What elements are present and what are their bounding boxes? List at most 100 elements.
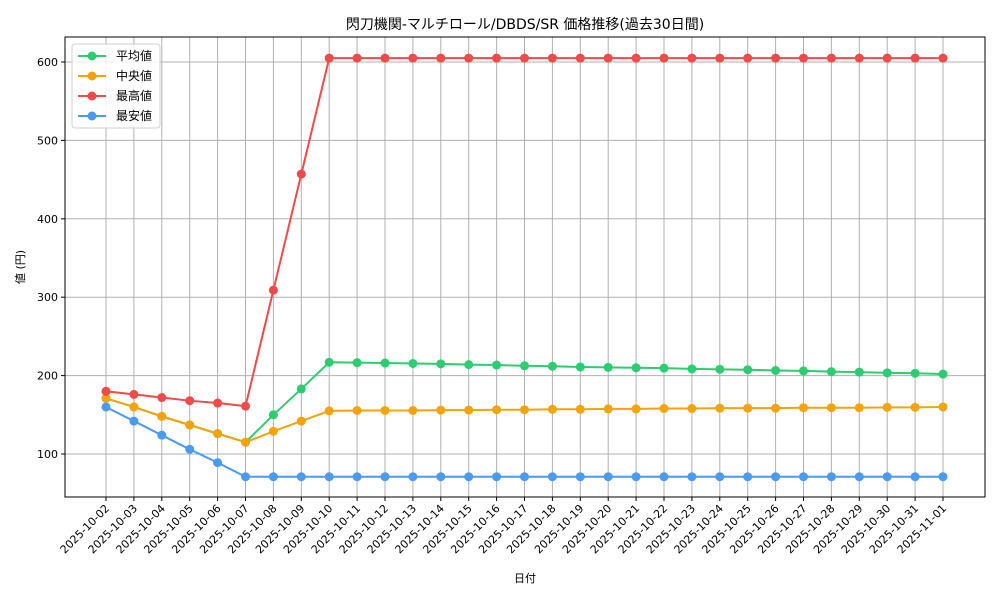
data-point — [520, 405, 529, 415]
data-point — [603, 404, 613, 414]
y-tick-label: 400 — [37, 213, 58, 226]
legend-marker-icon — [87, 71, 97, 81]
data-point — [464, 472, 474, 482]
data-point — [826, 403, 836, 413]
data-point — [659, 53, 669, 63]
data-point — [324, 472, 334, 482]
data-point — [324, 357, 334, 367]
data-point — [296, 384, 306, 394]
data-point — [268, 472, 278, 482]
legend-marker-icon — [87, 91, 97, 101]
x-axis-ticks: 2025-10-022025-10-032025-10-042025-10-05… — [58, 497, 949, 556]
data-point — [938, 402, 948, 412]
data-point — [520, 361, 529, 371]
data-point — [799, 472, 808, 482]
data-point — [799, 403, 808, 413]
data-point — [492, 472, 502, 482]
data-point — [464, 53, 474, 63]
data-point — [938, 472, 948, 482]
data-point — [687, 404, 697, 414]
data-point — [854, 367, 864, 377]
data-point — [129, 416, 139, 426]
data-point — [296, 472, 306, 482]
data-point — [464, 360, 474, 370]
data-point — [938, 53, 948, 63]
data-point — [436, 472, 446, 482]
data-point — [380, 358, 390, 368]
data-point — [547, 53, 557, 63]
data-point — [771, 403, 781, 413]
data-point — [799, 366, 808, 376]
data-point — [436, 405, 446, 415]
data-point — [631, 53, 641, 63]
y-axis-ticks: 100 200 300 400 500 600 — [37, 56, 65, 461]
data-point — [603, 472, 613, 482]
data-point — [436, 53, 446, 63]
data-point — [157, 430, 167, 440]
data-point — [185, 396, 195, 406]
data-point — [268, 426, 278, 436]
chart-title: 閃刀機関-マルチロール/DBDS/SR 価格推移(過去30日間) — [346, 17, 704, 33]
data-point — [547, 404, 557, 414]
data-point — [631, 363, 641, 373]
data-point — [241, 401, 250, 411]
series-3 — [101, 402, 948, 482]
data-point — [213, 458, 223, 468]
data-point — [492, 405, 502, 415]
y-tick-label: 600 — [37, 56, 58, 69]
data-point — [603, 53, 613, 63]
data-point — [771, 366, 781, 376]
data-point — [575, 362, 585, 372]
y-tick-label: 200 — [37, 370, 58, 383]
data-point — [185, 420, 195, 430]
data-point — [715, 364, 725, 374]
data-point — [659, 404, 669, 414]
data-point — [910, 53, 920, 63]
data-point — [408, 472, 418, 482]
data-point — [408, 358, 418, 368]
data-point — [743, 365, 753, 375]
data-point — [408, 405, 418, 415]
data-point — [687, 364, 697, 374]
data-point — [101, 393, 111, 403]
data-point — [910, 472, 920, 482]
legend-item: 最高値 — [78, 88, 152, 103]
data-point — [464, 405, 474, 415]
data-point — [324, 406, 334, 416]
data-point — [352, 472, 362, 482]
data-point — [380, 472, 390, 482]
legend-box — [71, 43, 161, 129]
series-2 — [101, 53, 948, 411]
data-point — [352, 405, 362, 415]
data-point — [826, 472, 836, 482]
data-point — [241, 472, 250, 482]
data-point — [380, 53, 390, 63]
data-point — [743, 472, 753, 482]
data-point — [715, 472, 725, 482]
y-tick-label: 100 — [37, 448, 58, 461]
data-point — [771, 472, 781, 482]
data-point — [296, 169, 306, 179]
data-point — [213, 398, 223, 408]
data-point — [882, 402, 892, 412]
grid-lines — [65, 37, 985, 497]
data-point — [324, 53, 334, 63]
data-point — [603, 362, 613, 372]
data-point — [575, 472, 585, 482]
data-point — [631, 404, 641, 414]
data-point — [296, 416, 306, 426]
data-point — [854, 403, 864, 413]
data-point — [575, 53, 585, 63]
series-1 — [101, 393, 948, 447]
data-point — [715, 53, 725, 63]
legend-label: 最安値 — [116, 108, 152, 123]
data-point — [129, 402, 139, 412]
legend-label: 平均値 — [116, 48, 152, 63]
data-point — [157, 411, 167, 421]
data-point — [352, 53, 362, 63]
data-point — [520, 53, 529, 63]
data-point — [380, 405, 390, 415]
data-point — [520, 472, 529, 482]
data-point — [352, 358, 362, 368]
